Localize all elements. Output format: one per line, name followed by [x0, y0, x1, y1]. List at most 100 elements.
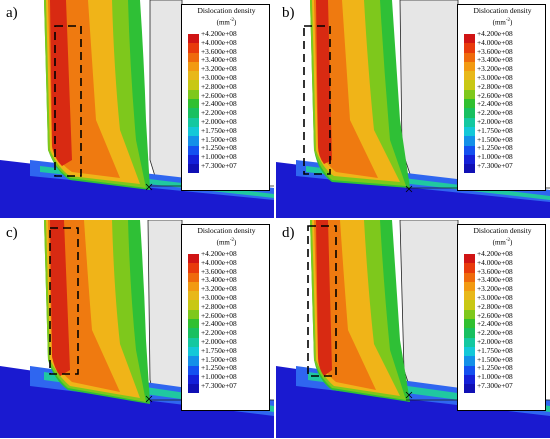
legend-swatch: [188, 281, 199, 292]
legend-labels: +4.200e+08 +4.000e+08 +3.600e+08 +3.400e+08…: [477, 29, 513, 171]
legend-d: Dislocation density (mm-2) +4.200e+08 +4.…: [457, 224, 546, 411]
legend-value-label: +1.000e+08: [477, 372, 513, 382]
legend-labels: +4.200e+08 +4.000e+08 +3.600e+08 +3.400e+08…: [201, 29, 237, 171]
legend-swatch: [188, 384, 199, 394]
legend-value-label: +2.800e+08: [477, 301, 513, 311]
legend-swatch: [188, 309, 199, 320]
legend-value-label: +3.600e+08: [201, 46, 237, 56]
legend-swatch: [464, 71, 475, 81]
legend-value-label: +2.800e+08: [477, 81, 513, 91]
legend-swatch: [464, 337, 475, 347]
legend-swatch: [464, 43, 475, 53]
legend-value-label: +2.600e+08: [201, 90, 237, 100]
legend-swatch: [464, 52, 475, 62]
legend-value-label: +1.000e+08: [201, 152, 237, 162]
legend-swatch: [464, 136, 475, 146]
legend-value-label: +1.000e+08: [477, 152, 513, 162]
legend-colorbar: [188, 254, 199, 394]
legend-value-label: +3.200e+08: [201, 64, 237, 74]
legend-value-label: +3.400e+08: [201, 55, 237, 65]
panel-c: c) Dislocation density (mm-2) +4.200e+08…: [0, 220, 274, 438]
legend-value-label: +2.600e+08: [477, 310, 513, 320]
legend-value-label: +7.300e+07: [201, 380, 237, 390]
legend-value-label: +3.600e+08: [201, 266, 237, 276]
legend-swatch: [464, 108, 475, 118]
legend-swatch: [188, 61, 199, 72]
legend-swatch: [464, 164, 475, 174]
legend-value-label: +4.000e+08: [477, 257, 513, 267]
legend-swatch: [188, 374, 199, 385]
legend-value-label: +2.200e+08: [477, 328, 513, 338]
legend-value-label: +2.600e+08: [477, 90, 513, 100]
legend-swatch: [188, 99, 199, 109]
legend-swatch: [188, 108, 199, 118]
legend-value-label: +3.400e+08: [477, 275, 513, 285]
legend-swatch: [188, 356, 199, 366]
legend-value-label: +1.500e+08: [201, 354, 237, 364]
panel-label-b: b): [282, 5, 295, 21]
legend-swatch: [464, 328, 475, 338]
panel-label-a: a): [6, 5, 18, 21]
legend-value-label: +4.000e+08: [477, 37, 513, 47]
legend-swatch: [464, 61, 475, 72]
legend-value-label: +4.200e+08: [201, 249, 237, 258]
legend-swatch: [464, 154, 475, 165]
panel-label-d: d): [282, 225, 295, 241]
legend-unit: (mm-2): [216, 18, 237, 27]
panel-a: a) Dislocation density (mm-2) +4.200e+08…: [0, 0, 274, 218]
legend-value-label: +2.400e+08: [201, 99, 237, 109]
legend-value-label: +1.750e+08: [201, 125, 237, 135]
legend-value-label: +3.000e+08: [477, 292, 513, 302]
legend-swatch: [188, 319, 199, 329]
legend-swatch: [464, 272, 475, 282]
legend-b: Dislocation density (mm-2) +4.200e+08 +4.…: [457, 4, 546, 191]
legend-value-label: +3.000e+08: [201, 72, 237, 82]
legend-unit: (mm-2): [216, 238, 237, 247]
legend-labels: +4.200e+08 +4.000e+08 +3.600e+08 +3.400e+08…: [201, 249, 237, 391]
legend-swatch: [464, 374, 475, 385]
legend-value-label: +2.600e+08: [201, 310, 237, 320]
legend-swatch: [464, 263, 475, 273]
legend-value-label: +1.500e+08: [477, 134, 513, 144]
legend-value-label: +3.200e+08: [201, 284, 237, 294]
legend-value-label: +1.750e+08: [477, 125, 513, 135]
legend-value-label: +4.200e+08: [477, 29, 513, 38]
legend-swatch: [464, 89, 475, 100]
legend-swatch: [188, 89, 199, 100]
legend-value-label: +4.200e+08: [477, 249, 513, 258]
legend-value-label: +3.600e+08: [477, 266, 513, 276]
legend-swatch: [188, 71, 199, 81]
legend-swatch: [464, 99, 475, 109]
legend-value-label: +1.250e+08: [477, 143, 513, 153]
legend-value-label: +2.400e+08: [477, 99, 513, 109]
legend-value-label: +2.000e+08: [477, 116, 513, 126]
legend-a: Dislocation density (mm-2) +4.200e+08 +4.…: [181, 4, 270, 191]
legend-swatch: [464, 319, 475, 329]
legend-labels: +4.200e+08 +4.000e+08 +3.600e+08 +3.400e+08…: [477, 249, 513, 391]
legend-swatch: [464, 34, 475, 44]
legend-swatch: [188, 126, 199, 137]
legend-value-label: +3.000e+08: [477, 72, 513, 82]
legend-value-label: +3.600e+08: [477, 46, 513, 56]
legend-swatch: [188, 154, 199, 165]
legend-swatch: [188, 52, 199, 62]
legend-value-label: +1.500e+08: [477, 354, 513, 364]
legend-value-label: +4.000e+08: [201, 37, 237, 47]
legend-value-label: +2.400e+08: [201, 319, 237, 329]
legend-value-label: +1.250e+08: [201, 143, 237, 153]
panel-d: d) Dislocation density (mm-2) +4.200e+08…: [276, 220, 550, 438]
legend-value-label: +4.200e+08: [201, 29, 237, 38]
legend-unit: (mm-2): [492, 18, 513, 27]
legend-value-label: +3.200e+08: [477, 284, 513, 294]
legend-swatch: [188, 272, 199, 282]
legend-swatch: [464, 384, 475, 394]
legend-value-label: +1.750e+08: [201, 345, 237, 355]
legend-swatch: [188, 291, 199, 301]
legend-swatch: [464, 117, 475, 127]
legend-colorbar: [464, 254, 475, 394]
legend-value-label: +7.300e+07: [201, 160, 237, 170]
legend-swatch: [188, 34, 199, 44]
legend-swatch: [188, 164, 199, 174]
legend-value-label: +1.250e+08: [201, 363, 237, 373]
